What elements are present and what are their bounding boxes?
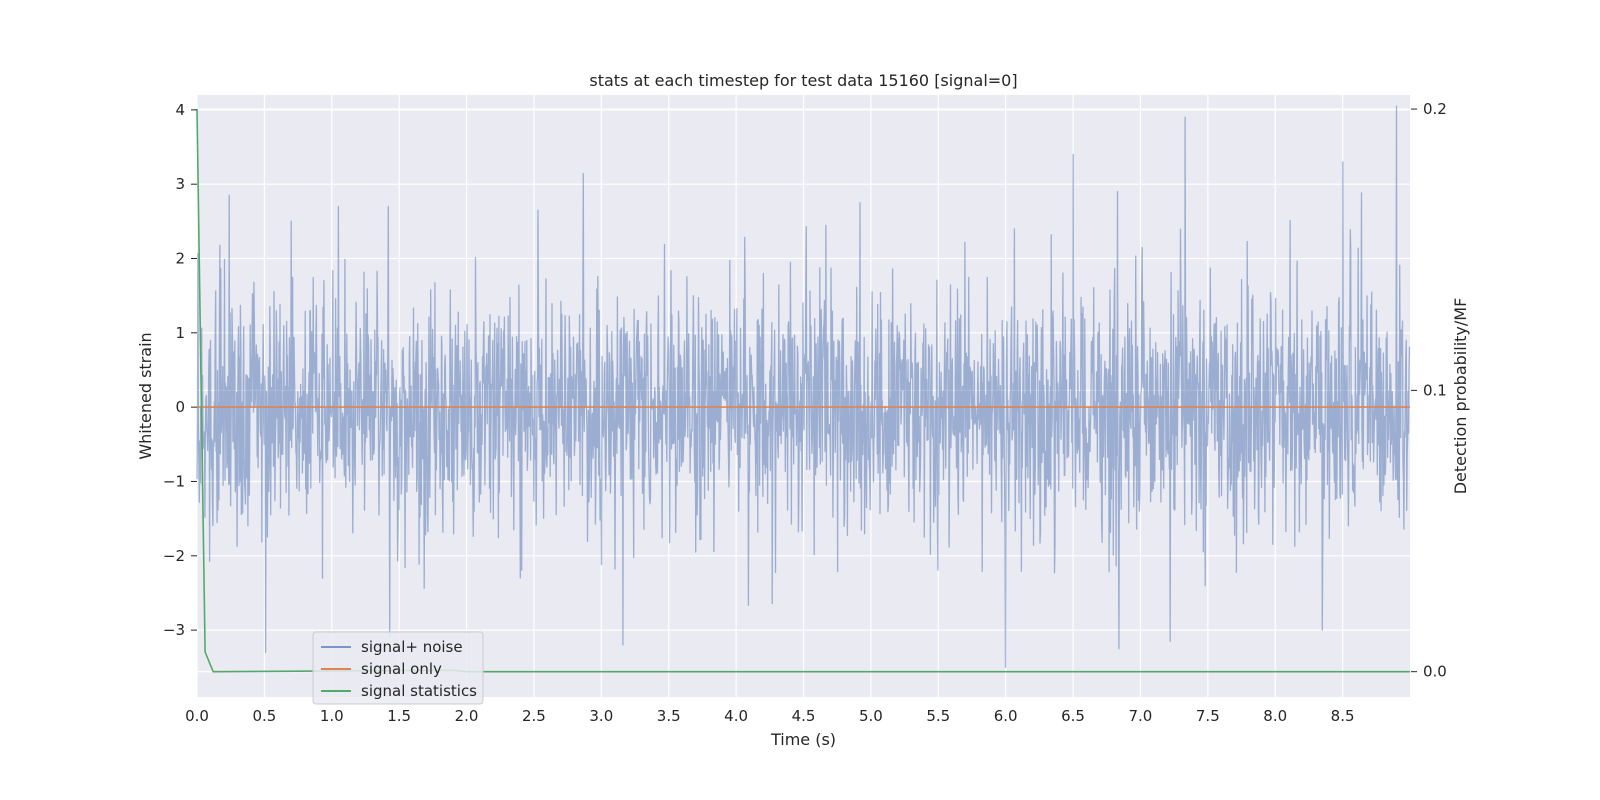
- y2-tick-label: 0.0: [1423, 663, 1447, 681]
- x-tick-label: 0.0: [185, 707, 209, 725]
- y-tick-label: 1: [175, 324, 185, 342]
- x-axis-label: Time (s): [770, 730, 836, 749]
- x-tick-label: 5.5: [926, 707, 950, 725]
- x-tick-label: 8.0: [1263, 707, 1287, 725]
- ticks: 0.0 0.5 1.0 1.5 2.0 2.5 3.0 3.5 4.0 4.5 5.0 5.5 6.0 6…: [163, 100, 1447, 725]
- x-tick-label: 2.5: [522, 707, 546, 725]
- x-tick-label: 2.0: [455, 707, 479, 725]
- x-tick-label: 3.5: [657, 707, 681, 725]
- x-tick-label: 0.5: [252, 707, 276, 725]
- y-axis-label: Whitened strain: [136, 332, 155, 459]
- y2-tick-label: 0.2: [1423, 100, 1447, 118]
- legend-label-signal-only: signal only: [361, 660, 442, 678]
- legend-label-signal-noise: signal+ noise: [361, 638, 463, 656]
- x-tick-label: 7.0: [1129, 707, 1153, 725]
- x-tick-label: 7.5: [1196, 707, 1220, 725]
- y-tick-label: 0: [175, 398, 185, 416]
- x-tick-label: 1.5: [387, 707, 411, 725]
- x-tick-label: 5.0: [859, 707, 883, 725]
- legend: signal+ noise signal only signal statist…: [312, 631, 484, 705]
- legend-box: [312, 631, 484, 705]
- x-tick-label: 6.5: [1061, 707, 1085, 725]
- y-tick-label: 3: [175, 175, 185, 193]
- y-tick-label: −2: [163, 547, 185, 565]
- y-tick-label: 2: [175, 250, 185, 268]
- x-tick-label: 8.5: [1331, 707, 1355, 725]
- y-tick-label: −3: [163, 621, 185, 639]
- x-tick-label: 4.5: [792, 707, 816, 725]
- y-tick-label: −1: [163, 472, 185, 490]
- chart-title: stats at each timestep for test data 151…: [589, 71, 1017, 90]
- legend-label-signal-statistics: signal statistics: [361, 682, 477, 700]
- x-tick-label: 6.0: [994, 707, 1018, 725]
- x-tick-label: 4.0: [724, 707, 748, 725]
- series-line-0: [196, 105, 1411, 668]
- y-tick-label: 4: [175, 101, 185, 119]
- y2-tick-label: 0.1: [1423, 381, 1447, 399]
- y2-axis-label: Detection probability/MF: [1451, 298, 1470, 495]
- x-tick-label: 1.0: [320, 707, 344, 725]
- x-tick-label: 3.0: [589, 707, 613, 725]
